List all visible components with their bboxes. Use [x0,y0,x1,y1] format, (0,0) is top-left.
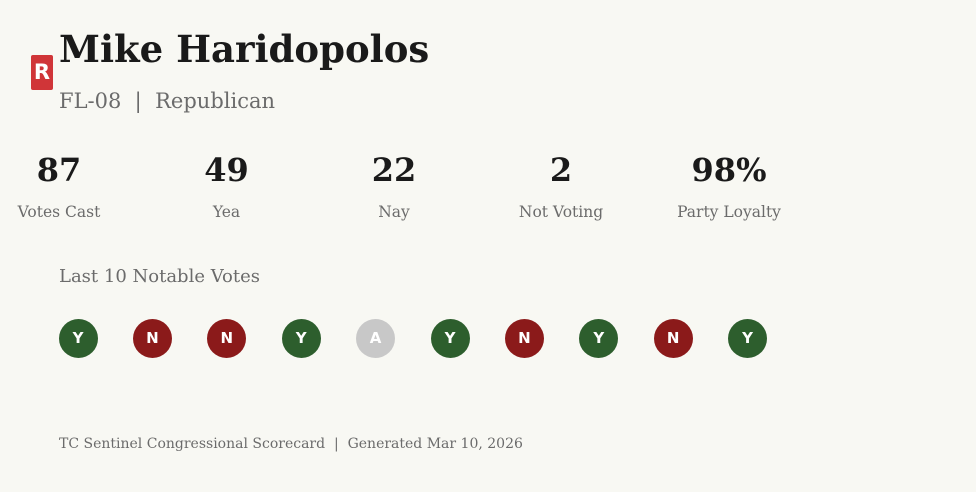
vote-badge: A [356,319,396,358]
vote-badge: N [504,319,544,358]
vote-badge: N [207,319,247,358]
stat-label: Votes Cast [17,203,101,221]
stat-value: 98% [691,151,767,189]
member-subtitle: FL-08 | Republican [59,89,275,113]
stat-label: Not Voting [518,203,604,221]
stat-value: 49 [204,151,249,189]
stat-value: 2 [549,151,573,189]
stat-label: Yea [212,203,241,221]
vote-badge: Y [430,319,470,358]
stat-label: Nay [378,203,410,221]
vote-badge: Y [281,319,321,358]
vote-badge: N [653,319,693,358]
vote-badge: Y [728,319,768,358]
notable-votes-title: Last 10 Notable Votes [59,266,261,287]
party-badge: R [31,55,53,90]
stat-value: 22 [371,151,417,189]
stat-votes-cast: 87 Votes Cast [0,150,143,222]
stat-party-loyalty: 98% Party Loyalty [645,150,813,222]
vote-badge: Y [58,319,98,358]
stat-label: Party Loyalty [677,203,781,221]
stat-nay: 22 Nay [310,150,478,222]
vote-badge: Y [579,319,619,358]
stat-not-voting: 2 Not Voting [477,150,645,222]
footer-text: TC Sentinel Congressional Scorecard | Ge… [59,436,523,452]
stat-value: 87 [36,151,82,189]
stat-yea: 49 Yea [143,150,311,222]
vote-badge: N [132,319,172,358]
member-name: Mike Haridopolos [59,27,430,71]
